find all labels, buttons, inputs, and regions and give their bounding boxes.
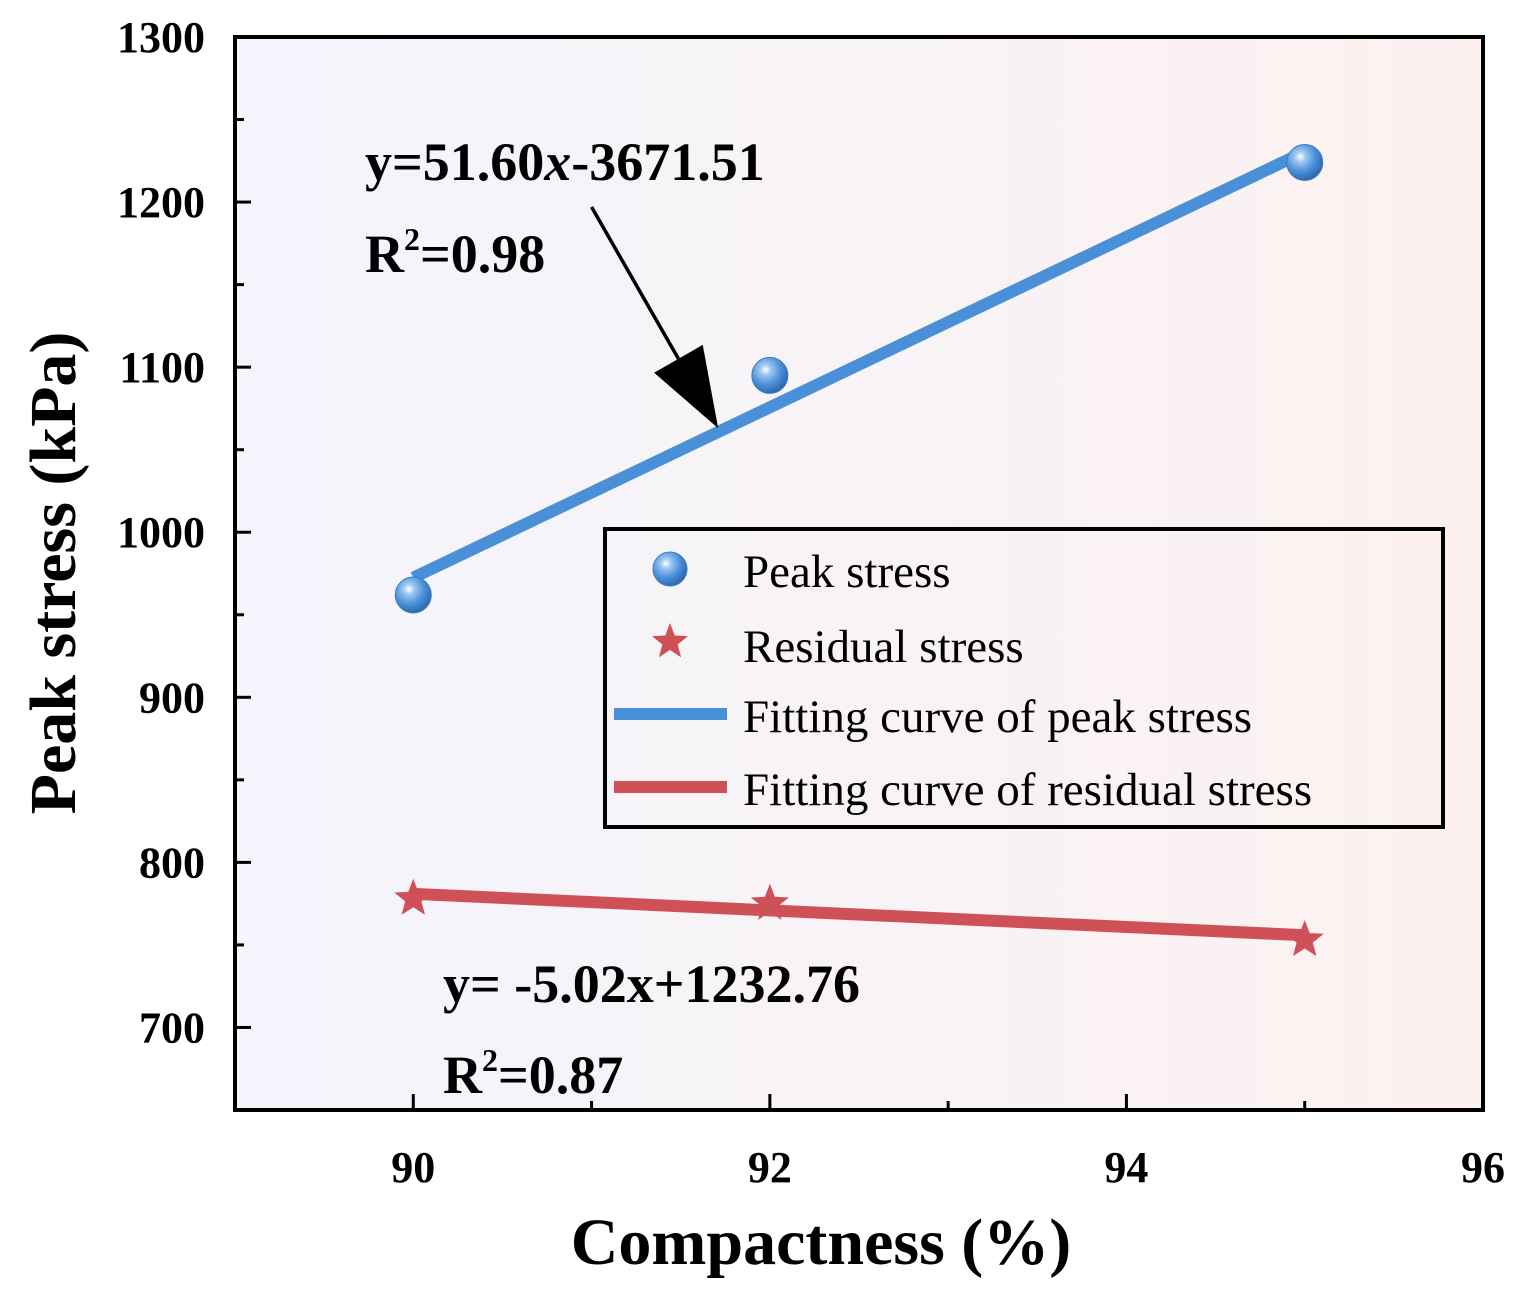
y-axis-title: Peak stress (kPa) <box>17 332 90 815</box>
fit-line-residual <box>413 887 1305 942</box>
legend: Peak stress Residual stress Fitting curv… <box>603 527 1445 829</box>
peak-fit-r2-value: =0.98 <box>420 224 545 284</box>
fit-lines-layer <box>410 146 1308 942</box>
peak-fit-equation: y=51.60x-3671.51 <box>365 132 765 192</box>
y-tick-label: 700 <box>139 1003 205 1052</box>
residual-fit-eq-prefix: y= -5.02x+1232.76 <box>443 954 860 1014</box>
peak-fit-eq-var: x <box>543 132 571 192</box>
peak-stress-point <box>1286 143 1324 181</box>
residual-fit-r2-base: R <box>443 1045 483 1105</box>
legend-label-residual-fit: Fitting curve of residual stress <box>743 764 1312 816</box>
legend-label-peak-stress: Peak stress <box>743 546 951 598</box>
y-tick-label: 1100 <box>119 343 205 392</box>
data-points-layer <box>394 143 1324 957</box>
legend-label-peak-fit: Fitting curve of peak stress <box>743 691 1252 743</box>
peak-fit-eq-suffix: -3671.51 <box>571 132 764 192</box>
residual-stress-point <box>394 878 433 915</box>
y-tick-label: 1200 <box>117 178 205 227</box>
legend-marker-sphere-icon <box>652 551 688 587</box>
annotation-arrow-head <box>654 344 719 429</box>
residual-stress-point <box>1285 919 1324 957</box>
legend-label-residual-stress: Residual stress <box>743 621 1024 673</box>
peak-stress-point <box>394 576 432 614</box>
peak-fit-r2-base: R <box>365 224 405 284</box>
y-tick-label: 900 <box>139 673 205 722</box>
annotation-arrow <box>590 206 719 429</box>
residual-fit-equation: y= -5.02x+1232.76 <box>443 954 860 1014</box>
peak-fit-r2: R2=0.98 <box>365 221 545 284</box>
fit-line-peak <box>410 146 1308 584</box>
peak-fit-r2-sup: 2 <box>404 221 420 257</box>
y-tick-label: 1300 <box>117 13 205 62</box>
x-tick-label: 96 <box>1461 1143 1505 1192</box>
x-tick-label: 92 <box>748 1143 792 1192</box>
y-tick-label: 1000 <box>117 508 205 557</box>
legend-marker-star-icon <box>651 623 689 658</box>
y-tick-label: 800 <box>139 838 205 887</box>
legend-box <box>603 527 1445 829</box>
x-tick-label: 90 <box>391 1143 435 1192</box>
residual-fit-r2-value: =0.87 <box>498 1045 623 1105</box>
annotation-arrow-shaft <box>590 206 680 360</box>
peak-stress-point <box>751 356 789 394</box>
residual-stress-point <box>750 883 789 920</box>
residual-fit-r2: R2=0.87 <box>443 1042 623 1105</box>
residual-fit-r2-sup: 2 <box>482 1042 498 1078</box>
peak-fit-eq-prefix: y=51.60 <box>365 132 544 192</box>
axes-layer: 700 800 900 1000 1100 1200 1300 90 92 94 96 <box>117 13 1505 1192</box>
x-axis-title: Compactness (%) <box>571 1206 1071 1279</box>
plot-frame <box>233 35 1485 1112</box>
x-tick-label: 94 <box>1104 1143 1148 1192</box>
